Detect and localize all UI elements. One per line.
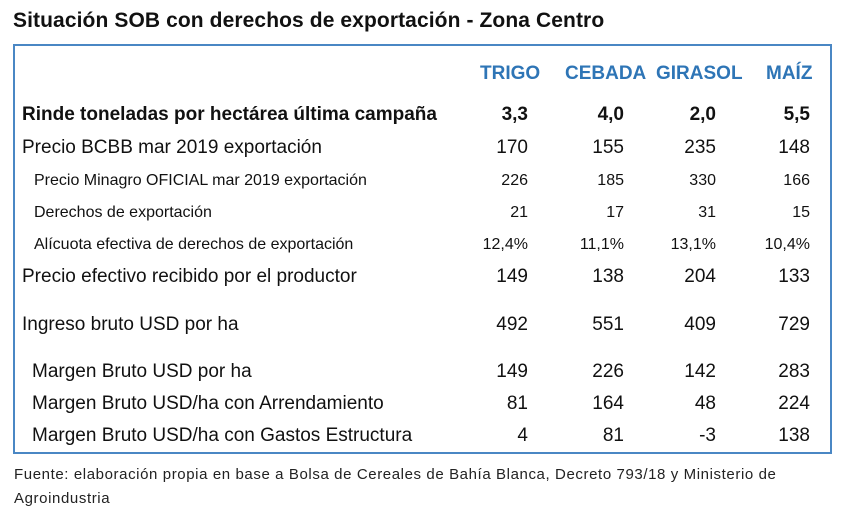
cell-cebada: 81 bbox=[602, 425, 624, 446]
cell-cebada: 17 bbox=[606, 204, 624, 221]
cell-trigo: 12,4% bbox=[482, 236, 528, 253]
row-label: Ingreso bruto USD por ha bbox=[22, 314, 239, 335]
cell-girasol: 31 bbox=[698, 204, 716, 221]
cell-maiz: 166 bbox=[783, 172, 810, 189]
cell-cebada: 11,1% bbox=[579, 236, 624, 253]
table-frame bbox=[13, 44, 832, 454]
cell-maiz: 283 bbox=[778, 361, 810, 382]
row-label: Margen Bruto USD por ha bbox=[32, 361, 252, 382]
cell-girasol: 142 bbox=[684, 361, 716, 382]
cell-trigo: 170 bbox=[496, 137, 528, 158]
cell-girasol: 409 bbox=[684, 314, 716, 335]
cell-maiz: 133 bbox=[778, 266, 810, 287]
cell-cebada: 4,0 bbox=[597, 104, 624, 125]
cell-trigo: 81 bbox=[506, 393, 528, 414]
row-label: Precio BCBB mar 2019 exportación bbox=[22, 137, 322, 158]
cell-maiz: 224 bbox=[778, 393, 810, 414]
cell-trigo: 21 bbox=[510, 204, 528, 221]
cell-trigo: 149 bbox=[496, 361, 528, 382]
cell-maiz: 729 bbox=[778, 314, 810, 335]
cell-cebada: 185 bbox=[597, 172, 624, 189]
cell-girasol: 330 bbox=[689, 172, 716, 189]
cell-trigo: 4 bbox=[517, 425, 528, 446]
column-header-maiz: MAÍZ bbox=[766, 63, 813, 84]
cell-trigo: 492 bbox=[496, 314, 528, 335]
cell-maiz: 15 bbox=[792, 204, 810, 221]
cell-cebada: 551 bbox=[592, 314, 624, 335]
cell-maiz: 138 bbox=[778, 425, 810, 446]
row-label: Precio Minagro OFICIAL mar 2019 exportac… bbox=[34, 172, 367, 189]
cell-girasol: 48 bbox=[694, 393, 716, 414]
cell-trigo: 3,3 bbox=[501, 104, 528, 125]
row-label: Alícuota efectiva de derechos de exporta… bbox=[34, 236, 354, 253]
cell-girasol: 2,0 bbox=[689, 104, 716, 125]
cell-girasol: -3 bbox=[699, 425, 716, 446]
cell-trigo: 226 bbox=[501, 172, 528, 189]
source-footnote: Fuente: elaboración propia en base a Bol… bbox=[14, 466, 777, 507]
cell-girasol: 235 bbox=[684, 137, 716, 158]
cell-cebada: 155 bbox=[592, 137, 624, 158]
cell-maiz: 5,5 bbox=[783, 104, 810, 125]
cell-trigo: 149 bbox=[496, 266, 528, 287]
row-label: Precio efectivo recibido por el producto… bbox=[22, 266, 357, 287]
cell-cebada: 138 bbox=[592, 266, 624, 287]
row-label: Margen Bruto USD/ha con Gastos Estructur… bbox=[32, 425, 413, 446]
column-header-trigo: TRIGO bbox=[480, 63, 541, 84]
column-header-girasol: GIRASOL bbox=[656, 63, 743, 84]
row-label: Rinde toneladas por hectárea última camp… bbox=[22, 104, 437, 125]
cell-girasol: 13,1% bbox=[670, 236, 716, 253]
cell-maiz: 148 bbox=[778, 137, 810, 158]
cell-cebada: 164 bbox=[592, 393, 624, 414]
cell-maiz: 10,4% bbox=[764, 236, 810, 253]
cell-cebada: 226 bbox=[592, 361, 624, 382]
row-label: Margen Bruto USD/ha con Arrendamiento bbox=[32, 393, 384, 414]
column-header-cebada: CEBADA bbox=[565, 63, 647, 84]
table-title: Situación SOB con derechos de exportació… bbox=[13, 9, 605, 32]
row-label: Derechos de exportación bbox=[34, 204, 212, 221]
cell-girasol: 204 bbox=[684, 266, 716, 287]
